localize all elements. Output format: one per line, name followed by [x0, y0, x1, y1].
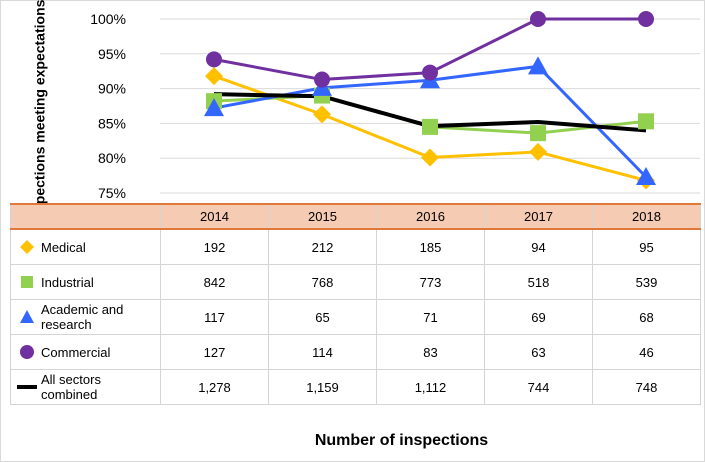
table-cell: 46	[592, 334, 701, 370]
table-cell: 65	[268, 299, 377, 335]
table-row-industrial: Industrial 842 768 773 518 539	[10, 264, 701, 300]
square-marker-icon	[21, 276, 33, 288]
year-header: 2018	[592, 203, 701, 230]
data-point	[530, 11, 546, 27]
table-header-row: 2014 2015 2016 2017 2018	[10, 203, 701, 230]
y-tick-label: 90%	[98, 81, 126, 97]
circle-marker-icon	[20, 345, 34, 359]
table-cell: 773	[376, 264, 485, 300]
table-cell: 83	[376, 334, 485, 370]
table-row-commercial: Commercial 127 114 83 63 46	[10, 334, 701, 370]
table-row-all-sectors: All sectors combined 1,278 1,159 1,112 7…	[10, 369, 701, 405]
data-point	[530, 125, 546, 142]
table-cell: 1,112	[376, 369, 485, 405]
legend-academic: Academic and research	[10, 299, 161, 335]
diamond-marker-icon	[20, 240, 34, 254]
series-name: Medical	[41, 239, 86, 255]
year-header: 2016	[376, 203, 485, 230]
data-point	[528, 56, 548, 75]
plot-area: 75% 80% 85% 90% 95% 100%	[90, 11, 700, 200]
table-cell: 114	[268, 334, 377, 370]
series-name: Academic and research	[41, 302, 124, 332]
legend-commercial: Commercial	[10, 334, 161, 370]
y-tick-label: 75%	[98, 185, 126, 200]
legend-medical: Medical	[10, 228, 161, 265]
data-point	[421, 148, 439, 167]
data-point	[422, 118, 438, 135]
y-tick-label: 80%	[98, 150, 126, 166]
table-corner	[10, 203, 161, 230]
series-name: Commercial	[41, 344, 111, 360]
triangle-marker-icon	[20, 310, 34, 323]
legend-all-sectors: All sectors combined	[10, 369, 161, 405]
table-cell: 95	[592, 228, 701, 265]
table-cell: 1,278	[160, 369, 269, 405]
year-header: 2017	[484, 203, 593, 230]
table-cell: 69	[484, 299, 593, 335]
table-cell: 63	[484, 334, 593, 370]
data-point	[422, 64, 438, 81]
table-cell: 748	[592, 369, 701, 405]
data-point	[636, 166, 656, 185]
line-marker-icon	[17, 385, 37, 389]
table-cell: 71	[376, 299, 485, 335]
data-point	[314, 71, 330, 88]
table-row-medical: Medical 192 212 185 94 95	[10, 228, 701, 265]
x-axis-label: Number of inspections	[314, 432, 489, 449]
year-header: 2015	[268, 203, 377, 230]
table-cell: 1,159	[268, 369, 377, 405]
table-cell: 768	[268, 264, 377, 300]
table-cell: 744	[484, 369, 593, 405]
legend-industrial: Industrial	[10, 264, 161, 300]
table-cell: 94	[484, 228, 593, 265]
table-cell: 518	[484, 264, 593, 300]
table-row-academic: Academic and research 117 65 71 69 68	[10, 299, 701, 335]
y-tick-label: 95%	[98, 46, 126, 62]
data-point	[529, 142, 547, 161]
table-cell: 127	[160, 334, 269, 370]
table-cell: 212	[268, 228, 377, 265]
table-cell: 117	[160, 299, 269, 335]
table-cell: 192	[160, 228, 269, 265]
data-point	[205, 67, 223, 86]
data-table: 2014 2015 2016 2017 2018 Medical 192 212…	[10, 203, 701, 405]
data-point	[313, 105, 331, 124]
series-name: All sectors combined	[41, 372, 101, 402]
table-cell: 185	[376, 228, 485, 265]
y-tick-label: 100%	[90, 11, 126, 27]
y-axis-label: Inspections meeting expectations	[31, 0, 48, 225]
y-tick-label: 85%	[98, 115, 126, 131]
data-point	[638, 113, 654, 130]
data-point	[204, 98, 224, 117]
data-point	[638, 11, 654, 27]
data-point	[206, 51, 222, 68]
table-cell: 68	[592, 299, 701, 335]
series-name: Industrial	[41, 274, 94, 290]
table-cell: 539	[592, 264, 701, 300]
table-cell: 842	[160, 264, 269, 300]
year-header: 2014	[160, 203, 269, 230]
